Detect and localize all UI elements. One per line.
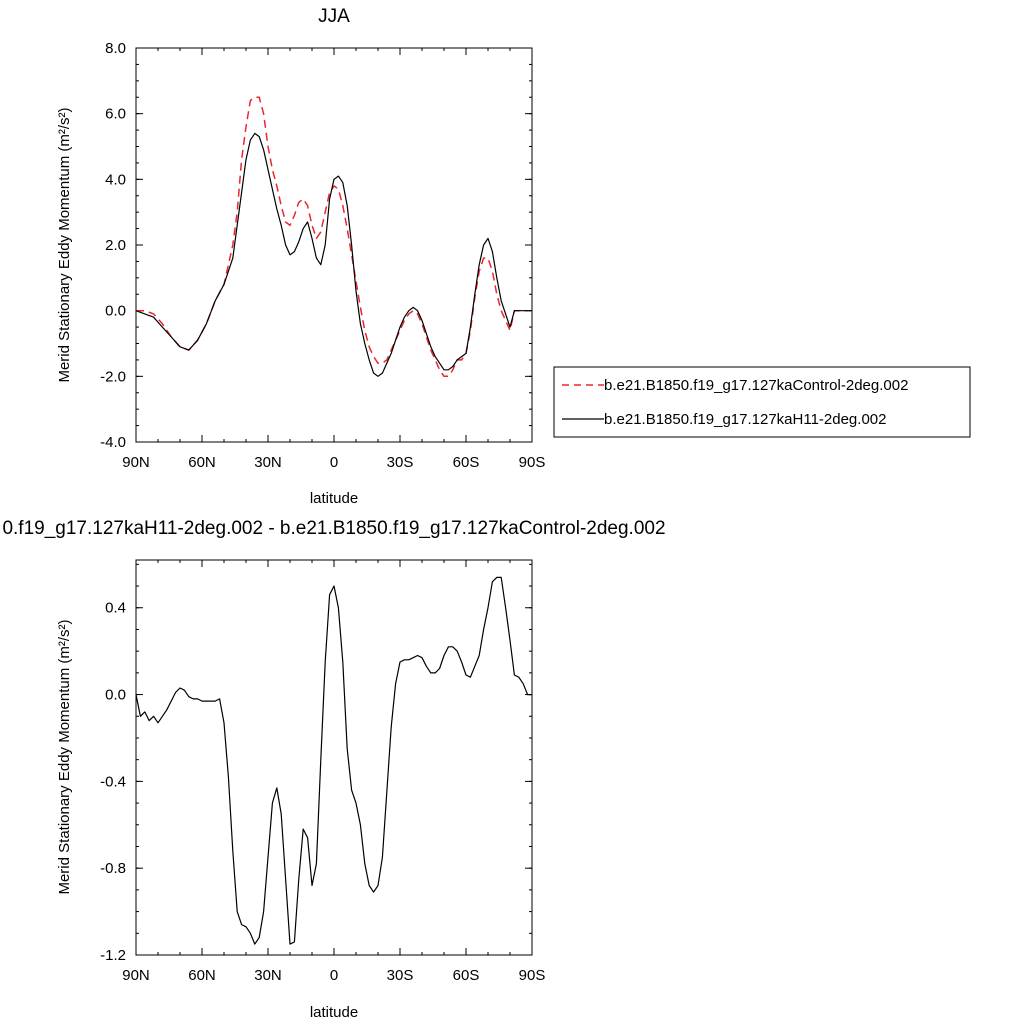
top-xtick-label: 90S — [519, 454, 546, 471]
bottom-xtick-label: 90N — [122, 967, 150, 984]
bottom-xtick-label: 0 — [330, 967, 338, 984]
bottom-series-line-0 — [135, 576, 532, 945]
legend-label-h11: b.e21.B1850.f19_g17.127kaH11-2deg.002 — [604, 411, 886, 428]
top-series-line-0 — [136, 96, 532, 378]
bottom-xtick-label: 30S — [387, 967, 414, 984]
top-xtick-label: 60S — [453, 454, 480, 471]
bottom-xtick-label: 90S — [519, 967, 546, 984]
bottom-xtick-label: 60S — [453, 967, 480, 984]
top-xtick-label: 0 — [330, 454, 338, 471]
bottom-ytick-label: 0.4 — [105, 600, 126, 617]
top-ytick-label: 0.0 — [105, 303, 126, 320]
bottom-ytick-label: -1.2 — [100, 947, 126, 964]
chart-top-xlabel: latitude — [310, 490, 358, 507]
top-ytick-label: -4.0 — [100, 434, 126, 451]
bottom-ytick-label: -0.8 — [100, 860, 126, 877]
top-ytick-label: 6.0 — [105, 106, 126, 123]
chart-top-plot-frame — [135, 47, 533, 443]
chart-bottom-xlabel: latitude — [310, 1004, 358, 1021]
chart-top: JJA 90N 60N 30N 0 30S 60S 90S -4.0 -2.0 0.0 2.0 4.0… — [56, 6, 971, 507]
chart-top-ylabel: Merid Stationary Eddy Momentum (m²/s²) — [56, 107, 73, 382]
bottom-ytick-label: -0.4 — [100, 773, 126, 790]
top-ytick-label: -2.0 — [100, 368, 126, 385]
top-xtick-label: 30S — [387, 454, 414, 471]
top-xtick-label: 60N — [188, 454, 216, 471]
bottom-xtick-label: 60N — [188, 967, 216, 984]
top-xtick-label: 30N — [254, 454, 282, 471]
top-ytick-label: 4.0 — [105, 171, 126, 188]
chart-bottom-plot-frame — [135, 559, 533, 956]
bottom-xtick-label: 30N — [254, 967, 282, 984]
chart-bottom-ylabel: Merid Stationary Eddy Momentum (m²/s²) — [56, 619, 73, 894]
chart-top-legend: b.e21.B1850.f19_g17.127kaControl-2deg.00… — [553, 366, 971, 438]
top-series-line-1 — [135, 132, 532, 377]
chart-top-title: JJA — [318, 6, 350, 27]
top-ytick-label: 8.0 — [105, 40, 126, 57]
chart-bottom-title: 0.f19_g17.127kaH11-2deg.002 - b.e21.B185… — [2, 518, 665, 539]
chart-bottom: 0.f19_g17.127kaH11-2deg.002 - b.e21.B185… — [2, 518, 665, 1021]
bottom-ytick-label: 0.0 — [105, 687, 126, 704]
top-ytick-label: 2.0 — [105, 237, 126, 254]
top-xtick-label: 90N — [122, 454, 150, 471]
legend-box — [553, 366, 971, 438]
legend-label-control: b.e21.B1850.f19_g17.127kaControl-2deg.00… — [604, 377, 908, 394]
